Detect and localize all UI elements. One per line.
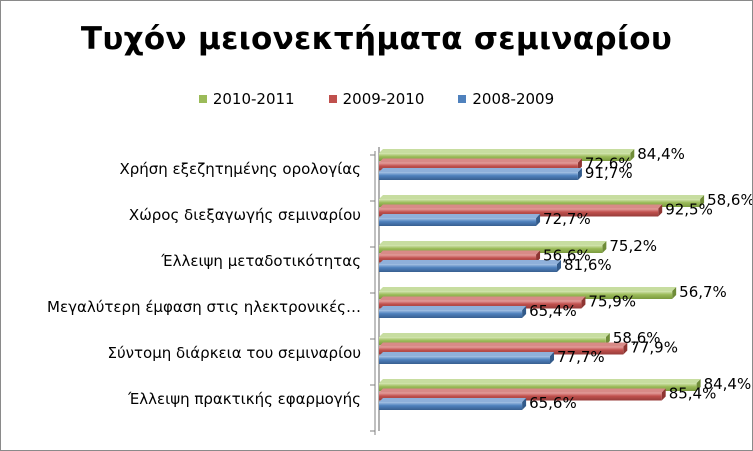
data-label: 56,6% — [543, 247, 591, 265]
data-label: 81,6% — [564, 256, 612, 274]
bar-top-face — [379, 333, 610, 337]
chart-legend: 2010-2011 2009-2010 2008-2009 — [1, 90, 752, 108]
bar-top-face — [379, 195, 705, 199]
bar-top-face — [379, 306, 527, 310]
bar-top-face — [379, 250, 541, 255]
legend-label-2008-2009: 2008-2009 — [472, 90, 555, 108]
category-label: Χρήση εξεζητημένης ορολογίας — [119, 160, 361, 178]
legend-swatch-2010-2011 — [198, 95, 207, 103]
chart-title: Τυχόν μειονεκτήματα σεμιναρίου — [80, 21, 673, 57]
data-label: 91,7% — [585, 164, 633, 182]
bar-top-face — [379, 158, 582, 163]
bar-top-face — [379, 352, 555, 356]
bar-top-face — [379, 296, 586, 301]
bar-top-face — [379, 241, 607, 245]
data-label: 84,4% — [637, 145, 685, 163]
bar-2009-2010 — [379, 254, 537, 263]
bar-2009-2010 — [379, 208, 659, 217]
data-label: 56,7% — [679, 283, 727, 301]
category-label: Σύντομη διάρκεια του σεμιναρίου — [107, 344, 361, 362]
bar-2008-2009 — [379, 172, 578, 180]
data-label: 65,6% — [529, 394, 577, 412]
bar-2008-2009 — [379, 264, 557, 272]
bar-2008-2009 — [379, 402, 523, 410]
data-label: 77,7% — [557, 348, 605, 366]
bar-2010-2011 — [379, 153, 631, 161]
data-label: 92,5% — [665, 201, 713, 219]
data-label: 58,6% — [613, 329, 661, 347]
bar-top-face — [379, 287, 677, 291]
bar-top-face — [379, 168, 582, 172]
bar-2010-2011 — [379, 337, 606, 345]
data-label: 58,6% — [707, 191, 752, 209]
bar-2010-2011 — [379, 245, 603, 253]
data-label: 77,9% — [630, 339, 678, 357]
data-label: 75,9% — [588, 293, 636, 311]
bar-2009-2010 — [379, 162, 578, 171]
bar-2008-2009 — [379, 356, 551, 364]
legend-item-2009-2010: 2009-2010 — [328, 90, 425, 108]
bar-2010-2011 — [379, 291, 673, 299]
category-label: Χώρος διεξαγωγής σεμιναρίου — [129, 206, 361, 224]
legend-item-2010-2011: 2010-2011 — [198, 90, 295, 108]
bar-top-face — [379, 260, 561, 264]
category-label: Έλλειψη μεταδοτικότητας — [160, 252, 361, 270]
data-label: 75,2% — [609, 237, 657, 255]
bar-2009-2010 — [379, 300, 582, 309]
bar-2010-2011 — [379, 199, 701, 207]
category-label: Μεγαλύτερη έμφαση στις ηλεκτρονικές… — [47, 298, 361, 316]
legend-label-2010-2011: 2010-2011 — [212, 90, 295, 108]
bar-top-face — [379, 388, 666, 393]
bar-top-face — [379, 398, 527, 402]
data-label: 72,7% — [543, 210, 591, 228]
legend-swatch-2009-2010 — [328, 95, 337, 103]
bar-2009-2010 — [379, 392, 662, 401]
bar-top-face — [379, 204, 663, 209]
data-label: 65,4% — [529, 302, 577, 320]
legend-swatch-2008-2009 — [458, 95, 467, 103]
bar-2008-2009 — [379, 310, 523, 318]
bar-2009-2010 — [379, 346, 624, 355]
data-label: 85,4% — [669, 385, 717, 403]
bar-top-face — [379, 342, 628, 347]
legend-label-2009-2010: 2009-2010 — [342, 90, 425, 108]
legend-item-2008-2009: 2008-2009 — [458, 90, 554, 108]
data-label: 84,4% — [704, 375, 752, 393]
bar-top-face — [379, 214, 541, 218]
bar-2010-2011 — [379, 383, 697, 391]
bar-2008-2009 — [379, 218, 537, 226]
bar-top-face — [379, 379, 701, 383]
category-label: Έλλειψη πρακτικής εφαρμογής — [127, 390, 361, 408]
data-label: 72,6% — [585, 155, 633, 173]
bar-top-face — [379, 149, 635, 153]
